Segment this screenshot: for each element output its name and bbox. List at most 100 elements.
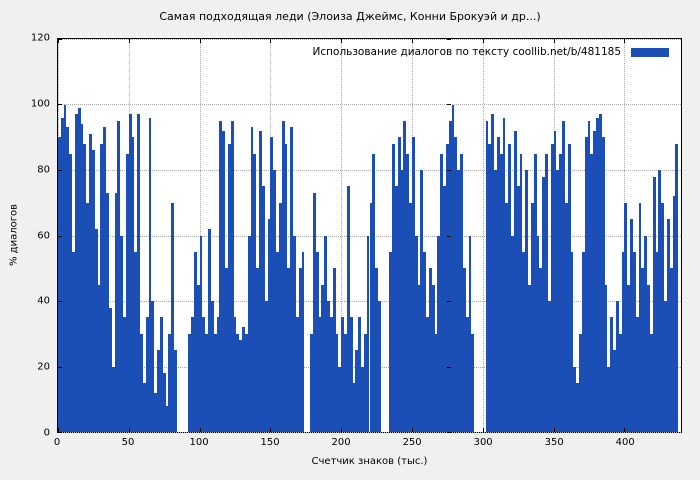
bar (448, 120, 452, 432)
bar (287, 268, 291, 432)
bar (66, 127, 70, 432)
bar (468, 235, 472, 432)
bar (573, 366, 577, 432)
bar (536, 235, 540, 432)
bar (494, 170, 497, 432)
bar (372, 153, 376, 432)
bar (247, 235, 251, 432)
x-tick-label: 350 (544, 437, 564, 448)
bar (567, 143, 571, 432)
bar (310, 333, 313, 432)
bar (621, 251, 625, 432)
y-tick-mark (447, 366, 451, 368)
bar (134, 251, 138, 432)
bar (349, 317, 353, 432)
bar (632, 251, 636, 432)
bar (298, 268, 302, 432)
bar (273, 170, 277, 432)
x-tick-mark (482, 428, 484, 432)
bar (142, 382, 146, 432)
y-tick-mark (58, 300, 62, 302)
bar (462, 268, 466, 432)
bar (598, 114, 602, 432)
x-tick-label: 250 (402, 437, 422, 448)
bar (647, 284, 650, 432)
plot-area: Использование диалогов по тексту coollib… (57, 38, 682, 433)
bar (562, 120, 565, 432)
bar (584, 137, 588, 432)
bar (581, 251, 585, 432)
bar (69, 153, 73, 432)
bar (91, 150, 95, 432)
bar (570, 251, 574, 432)
bar (114, 192, 118, 432)
bar (403, 120, 407, 432)
bar (227, 143, 231, 432)
bar (420, 170, 424, 432)
bar (344, 333, 347, 432)
x-axis-tick-labels: 0 50 100 150 200 250 300 350 400 (54, 437, 682, 451)
bar (63, 104, 67, 432)
bar (406, 153, 410, 432)
bar (499, 153, 503, 432)
bar (613, 350, 616, 432)
bar (284, 143, 288, 432)
bar (193, 251, 197, 432)
bar (528, 284, 531, 432)
bar (148, 117, 152, 432)
y-axis-label: % диалогов (8, 204, 20, 266)
bar (369, 202, 373, 432)
bar (604, 284, 608, 432)
bar (607, 366, 611, 432)
bar (411, 137, 415, 432)
bar (100, 143, 104, 432)
bar (106, 192, 109, 432)
bar (74, 114, 78, 432)
bar (332, 268, 336, 432)
bar (434, 333, 438, 432)
bar (559, 153, 563, 432)
bar (542, 176, 546, 432)
x-tick-mark (341, 39, 343, 43)
x-tick-label: 50 (121, 437, 135, 448)
bar (168, 333, 172, 432)
bar (77, 107, 81, 432)
bar (618, 333, 622, 432)
x-tick-label: 400 (615, 437, 635, 448)
bar (188, 333, 192, 432)
y-tick-mark (58, 169, 62, 171)
bar (94, 228, 98, 432)
x-tick-mark (270, 39, 272, 43)
bar (338, 366, 342, 432)
bar (253, 153, 257, 432)
x-tick-mark (624, 428, 626, 432)
bar (505, 202, 509, 432)
bar (445, 143, 449, 432)
y-tick-label: 40 (37, 295, 50, 307)
x-tick-mark (128, 428, 130, 432)
bar (553, 130, 557, 432)
bar (261, 186, 265, 432)
bar (80, 124, 84, 432)
bar (525, 170, 529, 432)
x-tick-mark (482, 39, 484, 43)
bar (230, 120, 234, 432)
bar (661, 202, 664, 432)
bar (341, 317, 344, 432)
gridline-horizontal (58, 169, 681, 171)
bar (454, 137, 458, 432)
x-axis-label: Счетчик знаков (тыс.) (311, 456, 428, 467)
bar (666, 219, 670, 432)
y-tick-label: 80 (37, 164, 50, 176)
bar (624, 202, 628, 432)
x-tick-mark (341, 428, 343, 432)
bar (327, 301, 330, 432)
legend-swatch (631, 47, 669, 57)
bar (522, 251, 526, 432)
bar (295, 317, 299, 432)
bar (321, 284, 325, 432)
y-tick-mark (58, 432, 62, 433)
y-tick-mark (447, 39, 451, 40)
bar (394, 186, 398, 432)
